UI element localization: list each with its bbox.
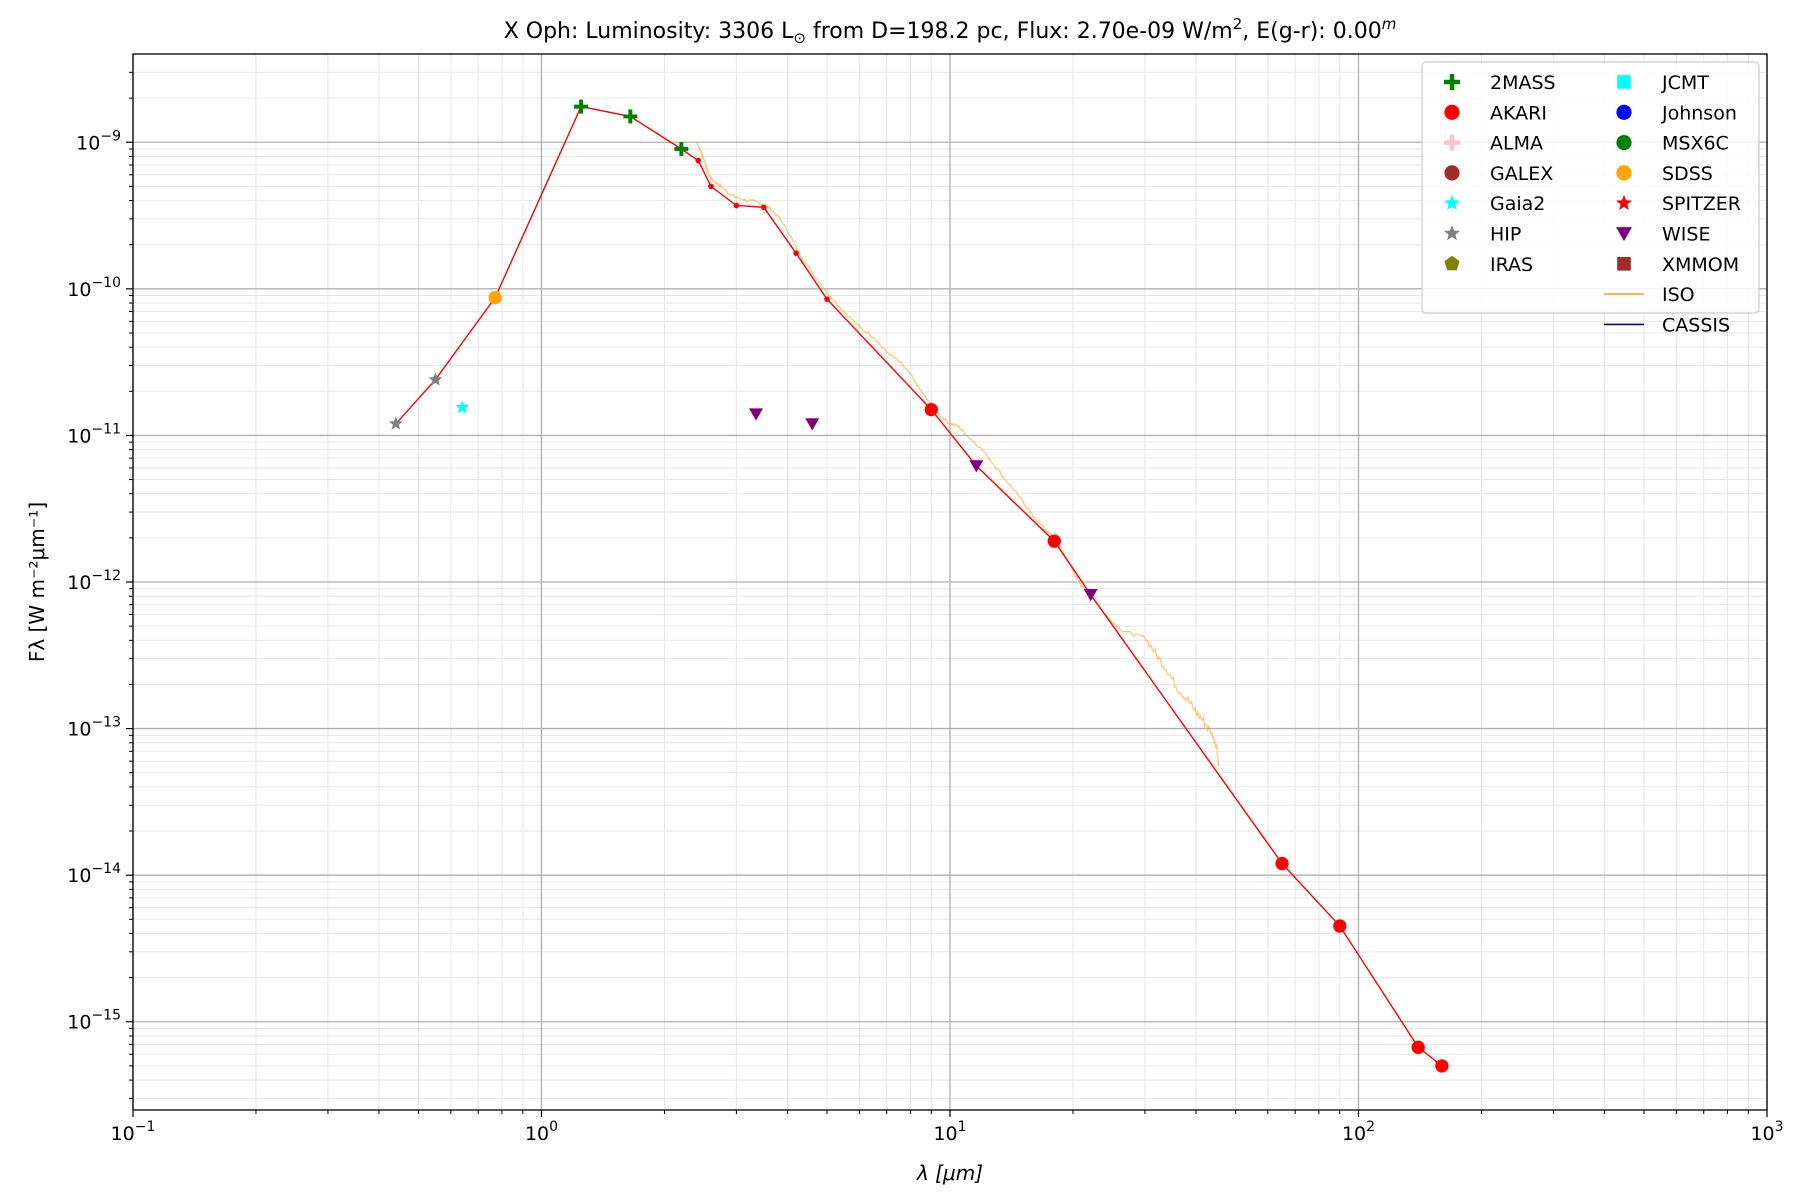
wise-point [805, 418, 820, 431]
legend-label-galex: GALEX [1490, 163, 1553, 185]
legend-label-hip: HIP [1490, 224, 1521, 246]
legend-marker-iras [1444, 255, 1460, 271]
legend-marker-sdss [1616, 165, 1632, 181]
model-point [824, 296, 830, 302]
y-tick-label: 10−9 [76, 128, 121, 154]
x-tick-label: 100 [525, 1119, 558, 1145]
sdss-point [488, 291, 502, 305]
legend-label-cassis: CASSIS [1662, 314, 1730, 336]
wise-point [969, 460, 984, 473]
legend: 2MASS AKARI ALMA GALEX Gaia2 HIP IRAS JCMT Johns… [1421, 61, 1760, 336]
legend-label-alma: ALMA [1490, 133, 1543, 155]
akari-point [1275, 856, 1289, 871]
model-point [733, 202, 740, 209]
2mass-point-v [628, 109, 633, 124]
legend-marker-wise [1616, 227, 1632, 242]
legend-label-xmmom: XMMOM [1662, 254, 1739, 276]
legend-label-2mass: 2MASS [1490, 72, 1556, 94]
y-tick-label: 10−11 [67, 421, 121, 447]
y-tick-labels: 10−15 10−14 10−13 10−12 10−11 10−10 10−9 [67, 128, 121, 1033]
legend-label-akari: AKARI [1490, 102, 1547, 124]
legend-marker-jcmt [1617, 75, 1631, 89]
x-tick-labels: 10−1 100 101 102 103 [111, 1119, 1784, 1145]
legend-marker-akari [1444, 104, 1460, 120]
2mass-point-v [679, 141, 684, 156]
x-tick-label: 103 [1750, 1119, 1783, 1145]
2mass-point-v [579, 99, 584, 114]
legend-marker-2mass [1444, 74, 1460, 90]
2mass-point [574, 99, 589, 114]
legend-marker-2mass-v [1449, 74, 1455, 90]
model-point [793, 250, 799, 257]
x-tick-label: 10−1 [111, 1119, 156, 1145]
legend-box [1421, 61, 1760, 314]
legend-label-wise: WISE [1662, 224, 1710, 246]
legend-marker-gaia2 [1444, 194, 1460, 210]
legend-label-iso: ISO [1662, 284, 1695, 306]
legend-marker-spitzer [1616, 194, 1632, 210]
2mass-point [623, 109, 638, 124]
legend-label-iras: IRAS [1490, 254, 1533, 276]
y-tick-label: 10−12 [67, 568, 121, 594]
y-tick-label: 10−10 [67, 275, 121, 301]
akari-point [1047, 534, 1061, 548]
legend-label-msx6c: MSX6C [1662, 133, 1729, 155]
model-line [395, 105, 1443, 1067]
legend-label-spitzer: SPITZER [1662, 193, 1741, 215]
model-point [695, 157, 702, 164]
x-axis-label: λ [μm] [916, 1161, 983, 1185]
legend-marker-alma-v [1449, 134, 1455, 151]
akari-point [1333, 919, 1347, 933]
iso-spectrum-line [696, 141, 1220, 767]
akari-point [1411, 1040, 1425, 1054]
hip-point [428, 372, 443, 386]
model-point [708, 183, 714, 190]
model-point [760, 204, 767, 211]
hip-point [388, 416, 403, 430]
axis-ticks [126, 71, 1768, 1117]
x-tick-label: 101 [933, 1119, 966, 1145]
legend-marker-hip [1444, 225, 1460, 241]
legend-marker-galex [1444, 165, 1460, 181]
legend-label-johnson: Johnson [1661, 102, 1737, 124]
legend-marker-msx6c [1616, 135, 1632, 151]
y-tick-label: 10−15 [67, 1008, 121, 1034]
legend-label-gaia2: Gaia2 [1490, 193, 1545, 215]
y-tick-label: 10−14 [67, 861, 121, 887]
wise-point [748, 408, 763, 421]
y-axis-label: Fλ [W m⁻²μm⁻¹] [25, 502, 49, 662]
y-tick-label: 10−13 [67, 715, 121, 741]
akari-point [1435, 1059, 1449, 1073]
legend-marker-xmmom [1617, 257, 1631, 271]
iso-spectrum-layer [696, 141, 1220, 767]
chart-title: X Oph: Luminosity: 3306 L⊙ from D=198.2 … [504, 15, 1397, 47]
legend-marker-alma [1444, 134, 1460, 151]
wise-point [1083, 589, 1098, 602]
legend-label-sdss: SDSS [1662, 163, 1713, 185]
data-markers-layer [388, 99, 1449, 1073]
2mass-point [674, 141, 689, 156]
legend-label-jcmt: JCMT [1661, 72, 1709, 94]
legend-marker-johnson [1616, 104, 1632, 120]
akari-point [924, 402, 938, 417]
x-tick-label: 102 [1342, 1119, 1375, 1145]
gaia2-point [455, 400, 470, 414]
